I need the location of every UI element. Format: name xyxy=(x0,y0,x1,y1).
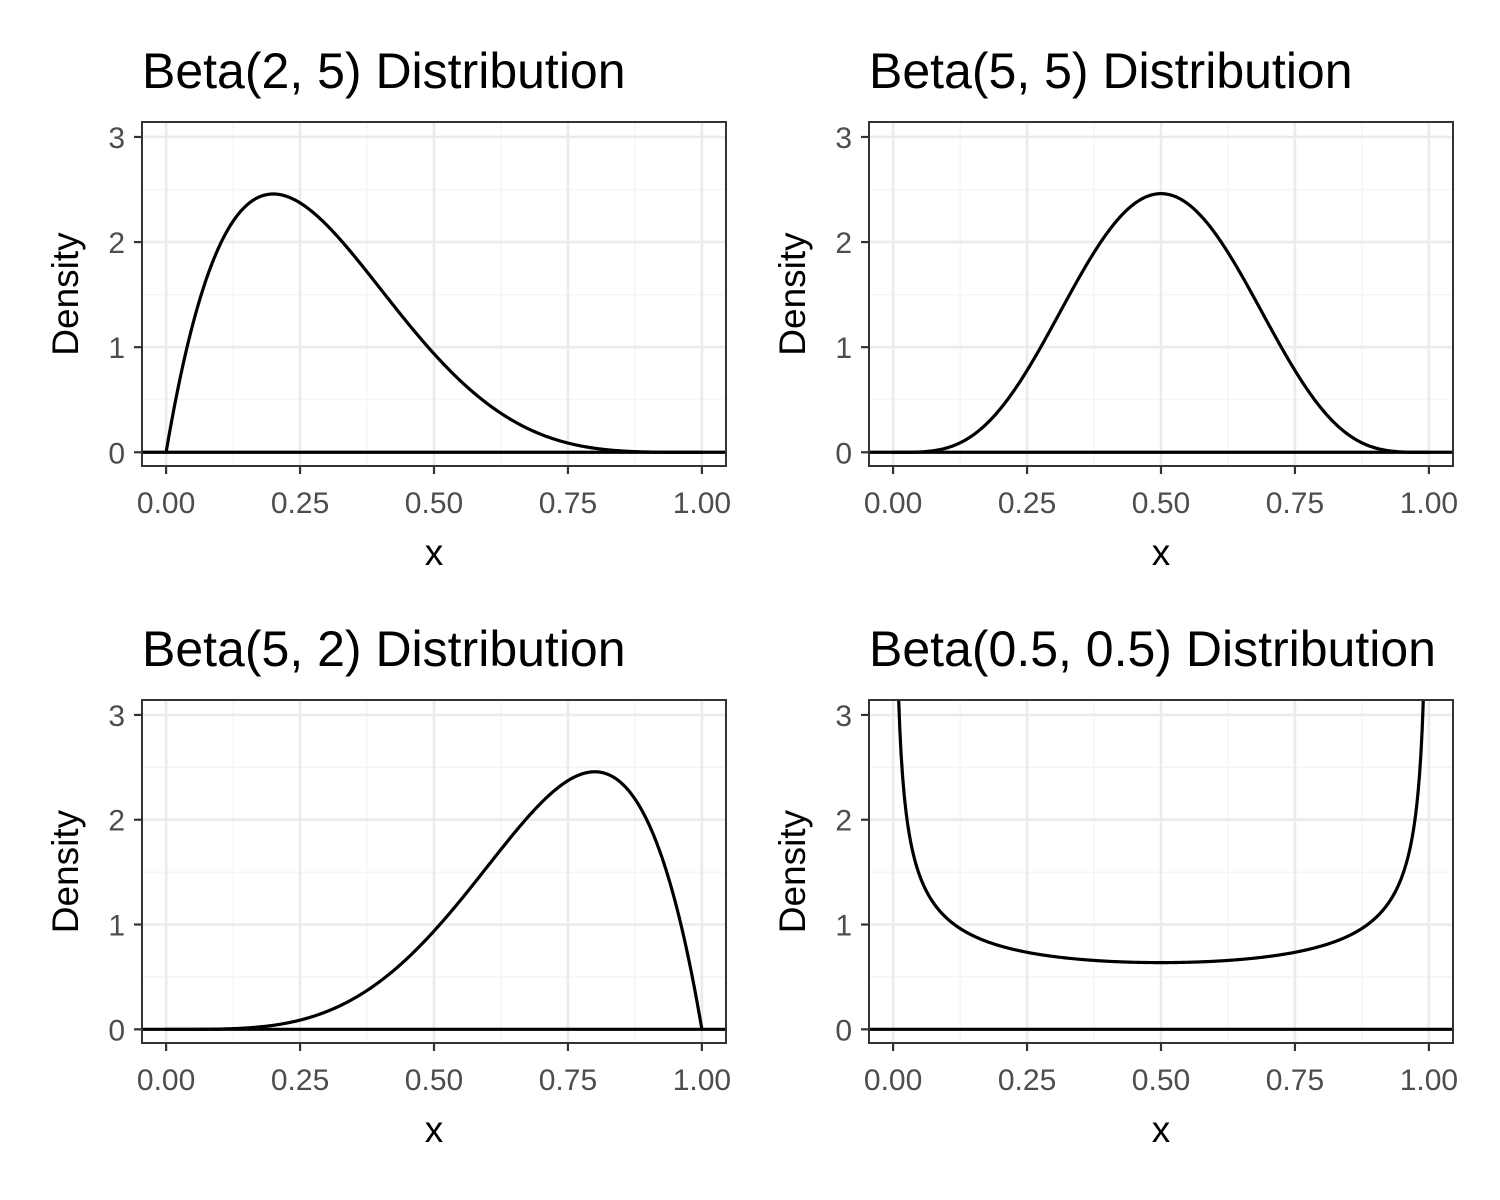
density-curve xyxy=(891,192,1431,454)
y-tick-label: 1 xyxy=(108,332,125,365)
chart-panel-4: Beta(0.5, 0.5) Distribution 0.00 0.25 0.50 0… xyxy=(772,621,1458,1150)
y-tick-label: 3 xyxy=(108,122,125,155)
y-tick-label: 3 xyxy=(835,700,852,733)
y-tick-label: 0 xyxy=(835,1014,852,1047)
density-curve xyxy=(164,770,704,1031)
x-tick-label: 0.25 xyxy=(998,1064,1056,1097)
x-tick-label: 0.00 xyxy=(864,487,922,520)
x-tick-label: 0.75 xyxy=(539,487,597,520)
x-tick-label: 0.75 xyxy=(539,1064,597,1097)
x-tick-label: 0.25 xyxy=(998,487,1056,520)
x-tick-label: 0.50 xyxy=(405,1064,463,1097)
x-tick-label: 0.25 xyxy=(271,1064,329,1097)
y-tick-label: 0 xyxy=(108,1014,125,1047)
x-tick-label: 0.25 xyxy=(271,487,329,520)
y-axis-title: Density xyxy=(772,232,813,356)
x-axis-title: x xyxy=(425,1109,444,1150)
grid xyxy=(142,700,726,1043)
panel-title: Beta(5, 2) Distribution xyxy=(142,621,626,677)
density-curve xyxy=(897,700,1425,965)
x-tick-label: 0.00 xyxy=(137,487,195,520)
x-axis-title: x xyxy=(1152,532,1171,573)
y-tick-label: 1 xyxy=(835,910,852,943)
x-tick-label: 0.50 xyxy=(1132,487,1190,520)
x-axis-title: x xyxy=(1152,1109,1171,1150)
chart-panel-2: Beta(5, 5) Distribution 0.00 0.25 0.50 0.75 1… xyxy=(772,43,1458,573)
x-tick-label: 1.00 xyxy=(1400,1064,1458,1097)
chart-panel-1: Beta(2, 5) Distribution 0.00 0.25 0.50 0.75 1… xyxy=(45,43,731,573)
x-axis-title: x xyxy=(425,532,444,573)
x-tick-label: 0.75 xyxy=(1266,487,1324,520)
x-tick-label: 1.00 xyxy=(673,487,731,520)
y-tick-label: 1 xyxy=(108,910,125,943)
y-tick-label: 3 xyxy=(835,122,852,155)
y-tick-label: 2 xyxy=(835,805,852,838)
x-tick-label: 1.00 xyxy=(1400,487,1458,520)
y-tick-label: 0 xyxy=(835,437,852,470)
y-axis-title: Density xyxy=(45,232,86,356)
y-axis-title: Density xyxy=(45,809,86,933)
chart-panel-3: Beta(5, 2) Distribution 0.00 0.25 0.50 0.75 1… xyxy=(45,621,731,1150)
x-tick-label: 0.00 xyxy=(864,1064,922,1097)
y-tick-label: 2 xyxy=(108,805,125,838)
panel-title: Beta(5, 5) Distribution xyxy=(869,43,1353,99)
x-tick-label: 1.00 xyxy=(673,1064,731,1097)
panel-title: Beta(0.5, 0.5) Distribution xyxy=(869,621,1436,677)
x-tick-label: 0.00 xyxy=(137,1064,195,1097)
y-tick-label: 3 xyxy=(108,700,125,733)
y-tick-label: 1 xyxy=(835,332,852,365)
y-tick-label: 2 xyxy=(108,227,125,260)
grid xyxy=(142,122,726,466)
y-tick-label: 0 xyxy=(108,437,125,470)
x-tick-label: 0.75 xyxy=(1266,1064,1324,1097)
y-axis-title: Density xyxy=(772,809,813,933)
density-curve xyxy=(164,192,704,454)
y-tick-label: 2 xyxy=(835,227,852,260)
x-tick-label: 0.50 xyxy=(1132,1064,1190,1097)
x-tick-label: 0.50 xyxy=(405,487,463,520)
panel-title: Beta(2, 5) Distribution xyxy=(142,43,626,99)
grid xyxy=(869,700,1453,1043)
